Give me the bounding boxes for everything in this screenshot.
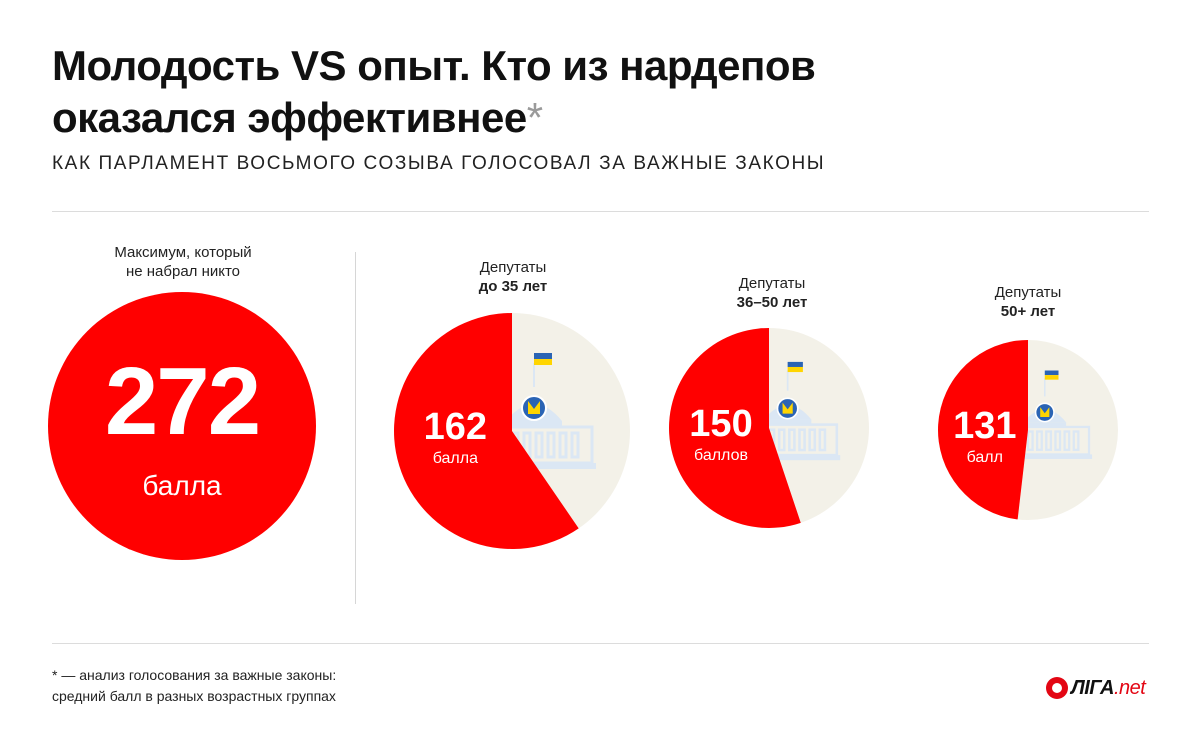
pie-value-label: 131 (953, 405, 1016, 447)
maximum-value: 272 (104, 348, 261, 455)
footnote-line-2: средний балл в разных возрастных группах (52, 688, 336, 704)
pie-score-slice (938, 340, 1028, 520)
logo-name: ЛІГА (1071, 676, 1115, 699)
top-divider (52, 211, 1149, 212)
bottom-divider (52, 643, 1149, 644)
ukraine-flag-icon (1044, 370, 1059, 376)
group-caption-line-1: Депутаты (738, 275, 806, 292)
pie-unit-label: балла (433, 450, 478, 467)
pie-50-plus: 131 балл (938, 340, 1118, 520)
maximum-unit: балла (142, 470, 222, 501)
emblem-icon (521, 395, 547, 421)
section-divider (355, 252, 356, 604)
chart-title: Молодость VS опыт. Кто из нардепов оказа… (52, 40, 952, 144)
pie-value-label: 150 (689, 403, 752, 445)
maximum-caption-line-2: не набрал никто (125, 263, 241, 280)
title-line-1: Молодость VS опыт. Кто из нардепов (52, 42, 816, 89)
group-caption-50-plus: Депутаты 50+ лет (948, 283, 1108, 321)
group-caption-line-2: 50+ лет (1000, 303, 1056, 320)
emblem-icon (1034, 402, 1055, 423)
pie-under-35: 162 балла (394, 313, 630, 550)
group-caption-under-35: Депутаты до 35 лет (433, 258, 593, 296)
group-caption-line-1: Депутаты (994, 284, 1062, 301)
pie-score-slice (669, 328, 801, 528)
title-asterisk: * (526, 94, 543, 141)
liga-logo: ЛІГА.net (1046, 673, 1146, 703)
ukraine-flag-icon (534, 353, 552, 359)
footnote: * — анализ голосования за важные законы:… (52, 665, 336, 707)
maximum-caption-line-1: Максимум, который (114, 244, 252, 261)
pie-unit-label: баллов (694, 447, 748, 464)
title-line-2: оказался эффективнее* (52, 92, 952, 144)
maximum-circle: 272 балла (48, 292, 316, 560)
chart-subtitle: КАК ПАРЛАМЕНТ ВОСЬМОГО СОЗЫВА ГОЛОСОВАЛ … (52, 153, 826, 174)
emblem-icon (776, 397, 799, 420)
pie-score-slice (394, 313, 579, 550)
footnote-line-1: * — анализ голосования за важные законы: (52, 667, 337, 683)
maximum-caption: Максимум, который не набрал никто (98, 243, 268, 281)
group-caption-36-50: Депутаты 36–50 лет (692, 274, 852, 312)
pie-36-50: 150 баллов (669, 328, 869, 528)
pie-unit-label: балл (967, 449, 1003, 466)
ukraine-flag-icon (787, 361, 803, 367)
group-caption-line-1: Депутаты (479, 259, 547, 276)
logo-suffix: .net (1114, 676, 1146, 699)
group-caption-line-2: до 35 лет (478, 278, 548, 295)
title-line-2-text: оказался эффективнее (52, 94, 527, 141)
group-caption-line-2: 36–50 лет (736, 294, 808, 311)
liga-logo-icon (1046, 677, 1068, 699)
liga-logo-text: ЛІГА.net (1071, 676, 1146, 700)
pie-value-label: 162 (424, 406, 487, 448)
